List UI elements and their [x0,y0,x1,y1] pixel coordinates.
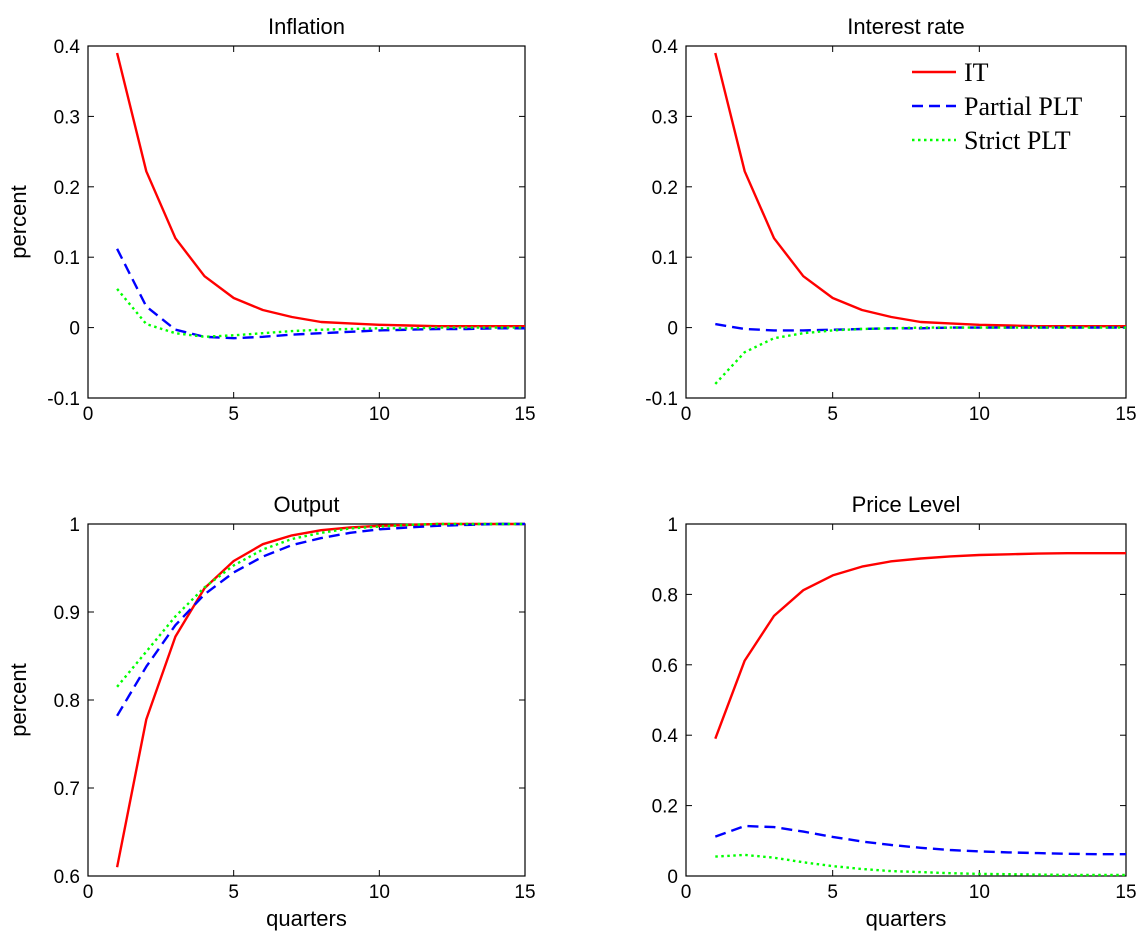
chart1-inflation-plot-area [87,45,526,399]
chart4-price-level-ytick-label: 1 [667,515,678,536]
chart3-output-ytick-label: 0.6 [54,867,80,888]
chart2-interest-rate-xtick-label: 0 [681,404,692,425]
chart3-output-plot-area [87,523,526,877]
chart4-price-level-xtick-label: 5 [827,882,838,903]
chart3-output-ytick-label: 0.8 [54,691,80,712]
chart1-inflation-title: Inflation [268,14,345,39]
chart2-interest-rate-ytick-label: 0.1 [652,248,678,269]
chart3-output-series-partial-plt [116,522,525,717]
chart1-inflation-xtick-label: 15 [514,404,535,425]
chart4-price-level-ytick-label: 0.2 [652,797,678,818]
chart2-interest-rate-plot-area [685,45,1127,399]
chart4-price-level-series-strict-plt [715,853,1126,877]
chart2-interest-rate-xtick-label: 5 [827,404,838,425]
chart1-inflation-ytick-label: 0 [69,319,80,340]
chart2-interest-rate-ytick-label: 0.4 [652,37,679,58]
chart3-output-xtick-label: 15 [514,882,535,903]
chart3-output-xtick-label: 5 [228,882,239,903]
chart2-interest-rate-series-strict-plt [714,326,1126,385]
chart1-inflation-ytick-label: -0.1 [47,389,80,410]
chart3-output-xtick-label: 10 [369,882,390,903]
chart4-price-level-xtick-label: 15 [1115,882,1136,903]
legend-label-it: IT [964,58,989,87]
chart4-price-level-xtick-label: 0 [681,882,692,903]
legend: IT Partial PLT Strict PLT [912,58,1082,155]
chart4-price-level-ytick-label: 0.4 [652,726,679,747]
chart4-price-level-series-it [714,552,1126,740]
chart2-interest-rate-xtick-label: 15 [1115,404,1136,425]
chart2-interest-rate-ytick-label: 0 [667,319,678,340]
chart2-interest-rate-ytick-label: -0.1 [645,389,678,410]
chart2-interest-rate-ytick-label: 0.3 [652,107,678,128]
chart1-inflation-ytick-label: 0.2 [54,178,80,199]
chart4-price-level-ytick-label: 0 [667,867,678,888]
chart1-inflation-xtick-label: 10 [369,404,390,425]
chart4-price-level-xtick-label: 10 [969,882,990,903]
chart3-output-xlabel: quarters [266,906,347,931]
chart1-inflation-ytick-label: 0.1 [54,248,80,269]
chart2-interest-rate-ytick-label: 0.2 [652,178,678,199]
chart4-price-level-series-partial-plt [714,824,1126,856]
chart3-output-ytick-label: 0.7 [54,779,80,800]
chart1-inflation-series-it [115,52,525,328]
chart1-inflation-xtick-label: 0 [83,404,94,425]
chart3-output-ytick-label: 1 [69,515,80,536]
chart1-inflation-ytick-label: 0.4 [54,37,81,58]
chart1-inflation-series-strict-plt [116,288,525,338]
chart4-price-level: 0 5 10 15 0 0.2 0.4 0.6 0.8 1 Price Level quarters [652,492,1137,931]
chart4-price-level-ytick-label: 0.6 [652,656,678,677]
chart4-price-level-ytick-label: 0.8 [652,585,678,606]
chart3-output-xtick-label: 0 [83,882,94,903]
chart1-inflation-xtick-label: 5 [228,404,239,425]
chart4-price-level-plot-area [685,523,1127,877]
legend-label-partial-plt: Partial PLT [964,92,1082,121]
chart2-interest-rate-xtick-label: 10 [969,404,990,425]
chart3-output-title: Output [273,492,339,517]
legend-label-strict-plt: Strict PLT [964,126,1071,155]
chart2-interest-rate-title: Interest rate [847,14,964,39]
chart1-inflation-series-partial-plt [116,248,525,340]
chart3-output-ytick-label: 0.9 [54,603,80,624]
chart3-output: 0 5 10 15 0.6 0.7 0.8 0.9 1 Output quarters percent [6,492,536,931]
chart1-inflation-ytick-label: 0.3 [54,107,80,128]
chart4-price-level-xlabel: quarters [866,906,947,931]
chart1-inflation-ylabel: percent [6,185,31,258]
chart4-price-level-title: Price Level [852,492,961,517]
chart2-interest-rate-series-it [714,52,1126,328]
chart3-output-ylabel: percent [6,663,31,736]
